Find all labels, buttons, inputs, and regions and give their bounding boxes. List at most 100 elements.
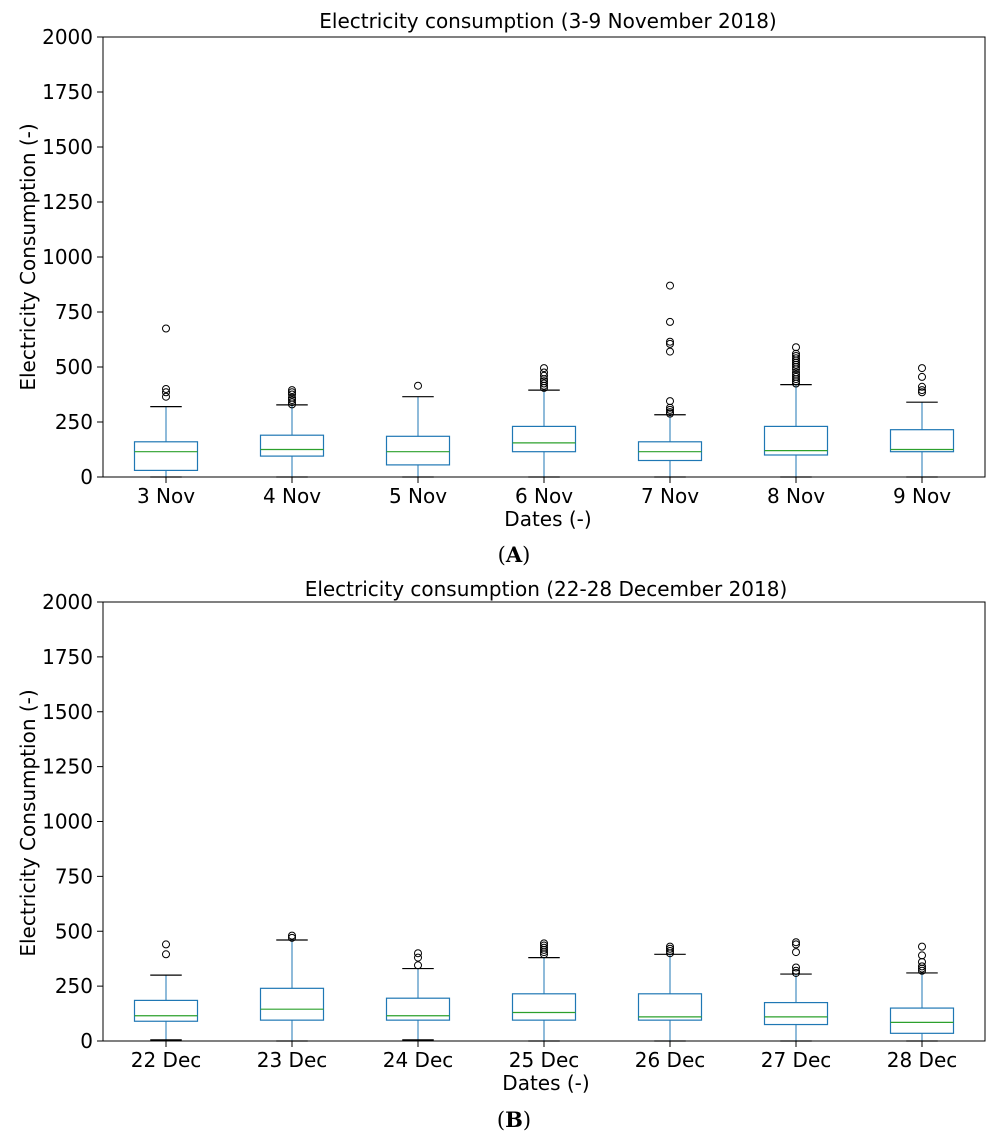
outlier-point: [792, 370, 800, 379]
outlier-point: [792, 354, 800, 363]
y-tick-label: 500: [55, 919, 93, 943]
y-axis-label: Electricity Consumption (-): [16, 123, 40, 390]
chart-b: Electricity consumption (22-28 December …: [16, 577, 986, 1132]
outlier-point: [540, 368, 548, 377]
x-tick-label: 8 Nov: [767, 484, 825, 508]
box: [637, 993, 703, 1021]
y-tick-label: 1250: [42, 190, 93, 214]
outlier-point: [792, 968, 800, 977]
y-tick-label: 500: [55, 355, 93, 379]
outlier-point: [288, 933, 296, 942]
outlier-point: [540, 939, 548, 948]
plot-area: 0 250 500 750 1000 1250 1500 1750 2000 3 Nov 4 Nov…: [42, 25, 986, 508]
outlier-point: [666, 397, 674, 406]
outlier-point: [792, 940, 800, 949]
x-axis-label: Dates (-): [502, 1071, 589, 1095]
y-tick-label: 1750: [42, 80, 93, 104]
box: [889, 1007, 955, 1034]
box: [763, 1001, 829, 1026]
panel-label: (B): [497, 1107, 531, 1132]
outlier-point: [918, 388, 926, 397]
outlier-point: [540, 371, 548, 380]
x-tick-label: 27 Dec: [761, 1048, 832, 1072]
x-tick-label: 6 Nov: [515, 484, 573, 508]
box: [133, 441, 199, 471]
y-tick-label: 0: [80, 465, 93, 489]
x-tick-label: 5 Nov: [389, 484, 447, 508]
y-tick-label: 250: [55, 974, 93, 998]
outlier-point: [162, 388, 170, 397]
panel-label: (A): [498, 542, 531, 567]
x-tick-label: 28 Dec: [887, 1048, 958, 1072]
y-tick-label: 2000: [42, 25, 93, 49]
outlier-point: [162, 385, 170, 393]
x-tick-label: 23 Dec: [257, 1048, 328, 1072]
chart-title: Electricity consumption (22-28 December …: [305, 577, 788, 601]
outlier-point: [918, 382, 926, 391]
outlier-point: [792, 966, 800, 975]
outlier-point: [288, 396, 296, 404]
outlier-point: [918, 372, 926, 381]
outlier-point: [666, 947, 674, 956]
chart-a: Electricity consumption (3-9 November 20…: [16, 9, 986, 567]
x-tick-label: 9 Nov: [893, 484, 951, 508]
box: [889, 429, 955, 453]
outlier-point: [792, 963, 800, 972]
outlier-point: [918, 951, 926, 960]
outlier-point: [792, 948, 800, 957]
outlier-point: [162, 940, 170, 949]
y-tick-label: 1000: [42, 245, 93, 269]
box: [763, 425, 829, 456]
x-tick-label: 3 Nov: [137, 484, 195, 508]
x-tick-label: 25 Dec: [509, 1048, 580, 1072]
x-tick-label: 26 Dec: [635, 1048, 706, 1072]
outlier-point: [162, 324, 170, 333]
outlier-point: [918, 942, 926, 951]
box: [511, 425, 577, 453]
y-tick-label: 250: [55, 410, 93, 434]
x-tick-label: 7 Nov: [641, 484, 699, 508]
x-tick-label: 24 Dec: [383, 1048, 454, 1072]
chart-title: Electricity consumption (3-9 November 20…: [319, 9, 776, 33]
outlier-point: [666, 405, 674, 414]
outlier-point: [792, 372, 800, 381]
outlier-point: [792, 938, 800, 947]
outlier-point: [918, 364, 926, 373]
outlier-point: [162, 392, 170, 401]
plot-area: 0 250 500 750 1000 1250 1500 1750 2000 22 Dec 23 D…: [42, 590, 986, 1072]
outlier-point: [540, 943, 548, 952]
outlier-point: [666, 408, 674, 417]
outlier-point: [792, 368, 800, 377]
outlier-point: [792, 352, 800, 360]
box: [511, 993, 577, 1021]
y-tick-label: 0: [80, 1029, 93, 1053]
box: [385, 435, 451, 466]
outlier-point: [792, 343, 800, 352]
outlier-point: [666, 337, 674, 346]
outlier-point: [918, 957, 926, 966]
outlier-point: [414, 961, 422, 970]
outlier-point: [288, 931, 296, 940]
outlier-point: [666, 944, 674, 953]
outlier-point: [162, 950, 170, 959]
outlier-point: [540, 941, 548, 950]
y-tick-label: 1750: [42, 645, 93, 669]
y-tick-label: 1250: [42, 755, 93, 779]
box: [385, 997, 451, 1021]
y-tick-label: 750: [55, 300, 93, 324]
outlier-point: [666, 317, 674, 326]
outlier-point: [288, 398, 296, 407]
y-tick-label: 2000: [42, 590, 93, 614]
outlier-point: [288, 386, 296, 395]
outlier-point: [540, 379, 548, 388]
outlier-point: [918, 386, 926, 395]
x-tick-label: 4 Nov: [263, 484, 321, 508]
outlier-point: [288, 393, 296, 402]
outlier-point: [288, 388, 296, 397]
outlier-point: [414, 949, 422, 958]
outlier-point: [540, 364, 548, 373]
outlier-point: [288, 390, 296, 399]
x-tick-label: 22 Dec: [131, 1048, 202, 1072]
box: [133, 999, 199, 1022]
